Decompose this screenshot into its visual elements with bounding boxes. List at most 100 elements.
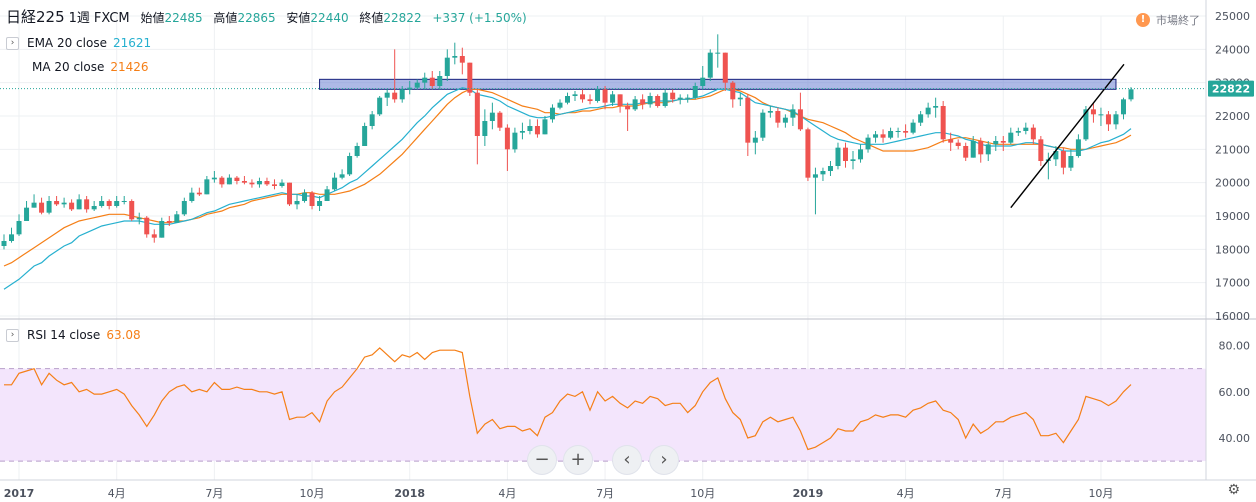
candle-body xyxy=(745,97,751,143)
candle xyxy=(249,179,255,188)
candle xyxy=(782,114,788,128)
candle-body xyxy=(46,201,52,213)
candlestick-series xyxy=(1,34,1134,250)
ma-name: MA 20 close xyxy=(32,60,105,74)
candle-body xyxy=(151,234,157,238)
candle-body xyxy=(54,201,60,205)
candle xyxy=(444,49,450,81)
price-tick-label: 19000 xyxy=(1215,210,1250,223)
candle xyxy=(827,161,833,176)
candle xyxy=(91,201,97,211)
candle-body xyxy=(610,94,616,103)
rsi-tick-label: 40.00 xyxy=(1219,432,1251,445)
last-price-badge: 22822 xyxy=(1208,80,1254,97)
collapse-icon[interactable]: › xyxy=(6,36,19,50)
zoom-out-button[interactable]: − xyxy=(528,446,556,474)
candle-body xyxy=(1030,127,1036,140)
market-status[interactable]: ! 市場終了 xyxy=(1136,12,1200,28)
candle xyxy=(1008,127,1014,145)
price-tick-label: 22000 xyxy=(1215,110,1250,123)
time-axis[interactable]: 2017 4月 7月 10月 2018 4月 7月 10月 2019 4月 7月 10月 xyxy=(4,487,1114,500)
legend-rsi[interactable]: › RSI 14 close 63.08 xyxy=(6,328,141,342)
candle-body xyxy=(69,202,75,210)
candle-body xyxy=(542,119,548,135)
scroll-right-button[interactable]: › xyxy=(650,446,678,474)
candle-body xyxy=(782,117,788,123)
zoom-in-button[interactable]: + xyxy=(564,446,592,474)
candle xyxy=(572,91,578,101)
candle-body xyxy=(497,112,503,128)
candle xyxy=(204,176,210,195)
scroll-left-button[interactable]: ‹ xyxy=(613,446,641,474)
rsi-axis[interactable]: 40.00 60.00 80.00 xyxy=(1219,340,1251,445)
symbol-header: 日経225 1週 FXCM 始値22485 高値22865 安値22440 終値22… xyxy=(6,6,527,27)
candle xyxy=(925,102,931,118)
legend-ema[interactable]: › EMA 20 close 21621 xyxy=(6,36,151,50)
candle-body xyxy=(1,241,7,246)
exclamation-icon: ! xyxy=(1136,13,1150,27)
close-value: 22822 xyxy=(383,11,422,25)
candle xyxy=(504,124,510,171)
candle xyxy=(1015,127,1021,136)
candle-body xyxy=(204,179,210,195)
candle xyxy=(467,62,473,96)
candle-body xyxy=(196,192,202,195)
high-label: 高値 xyxy=(213,11,238,25)
candle-body xyxy=(332,177,338,190)
price-axis[interactable]: 1600017000180001900020000210002200023000… xyxy=(1215,10,1250,323)
candle-body xyxy=(850,159,856,161)
candle xyxy=(1068,149,1074,171)
candle xyxy=(219,176,225,188)
candle xyxy=(933,97,939,118)
candle xyxy=(865,134,871,153)
candle xyxy=(610,91,616,106)
candle xyxy=(737,92,743,106)
candle-body xyxy=(985,144,991,155)
candle xyxy=(760,109,766,141)
candle-body xyxy=(422,77,428,83)
ema-line xyxy=(3,87,1132,290)
candle-body xyxy=(429,77,435,86)
candle-body xyxy=(602,89,608,103)
candle xyxy=(317,196,323,211)
gear-icon[interactable]: ⚙ xyxy=(1227,482,1240,498)
legend-ma[interactable]: MA 20 close 21426 xyxy=(6,60,149,74)
candle-body xyxy=(888,131,894,138)
candle-body xyxy=(174,214,180,223)
candle-body xyxy=(963,146,969,158)
candle xyxy=(459,47,465,75)
candle-body xyxy=(362,126,368,146)
data-source: FXCM xyxy=(93,11,130,26)
time-tick-label: 7月 xyxy=(205,487,223,500)
candle xyxy=(452,42,458,65)
time-tick-label: 10月 xyxy=(690,487,715,500)
candle-body xyxy=(587,99,593,101)
candle-body xyxy=(1113,114,1119,125)
candle-body xyxy=(790,109,796,118)
candle xyxy=(264,177,270,186)
candle-body xyxy=(572,94,578,96)
collapse-icon[interactable]: › xyxy=(6,328,19,342)
rsi-tick-label: 80.00 xyxy=(1219,340,1251,353)
candle xyxy=(775,107,781,128)
candle-body xyxy=(129,201,135,220)
candle xyxy=(940,101,946,143)
candle xyxy=(1120,97,1126,120)
candle xyxy=(369,111,375,130)
candle-body xyxy=(760,112,766,138)
interval-label[interactable]: 1週 xyxy=(68,11,90,26)
candle-body xyxy=(181,201,187,215)
close-label: 終値 xyxy=(359,11,384,25)
candle-body xyxy=(114,201,120,206)
candle xyxy=(685,94,691,103)
candle xyxy=(324,186,330,201)
candle xyxy=(677,94,683,105)
candle xyxy=(332,172,338,191)
candle-body xyxy=(136,217,142,220)
price-tick-label: 16000 xyxy=(1215,310,1250,323)
candle-body xyxy=(970,141,976,158)
candle xyxy=(226,174,232,185)
candle-body xyxy=(670,92,676,100)
candle-body xyxy=(933,106,939,108)
